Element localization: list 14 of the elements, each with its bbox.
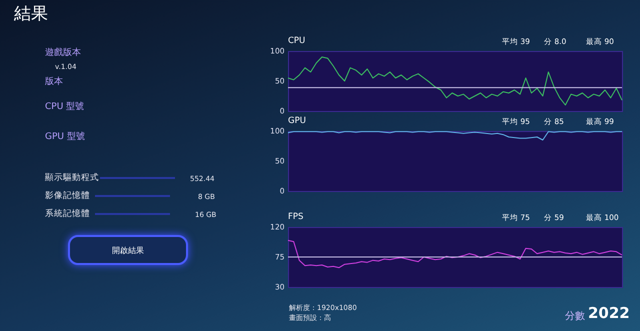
text: 顯示驅動程式 xyxy=(45,172,99,184)
text: 影像記憶體 xyxy=(45,190,90,202)
text: 結果 xyxy=(14,3,48,25)
text: 開啟結果 xyxy=(68,235,188,265)
text: 系統記憶體 xyxy=(45,208,90,220)
chart-title: CPU xyxy=(288,36,306,46)
text: 2022 xyxy=(588,304,630,322)
text: 分數 xyxy=(565,310,585,323)
text: GPU 型號 xyxy=(45,130,85,143)
text: CPU 型號 xyxy=(45,100,84,113)
chart-title: FPS xyxy=(288,212,304,222)
text: 版本 xyxy=(45,76,63,88)
text: 遊戲版本 xyxy=(45,46,81,59)
chart-title: GPU xyxy=(288,116,306,126)
